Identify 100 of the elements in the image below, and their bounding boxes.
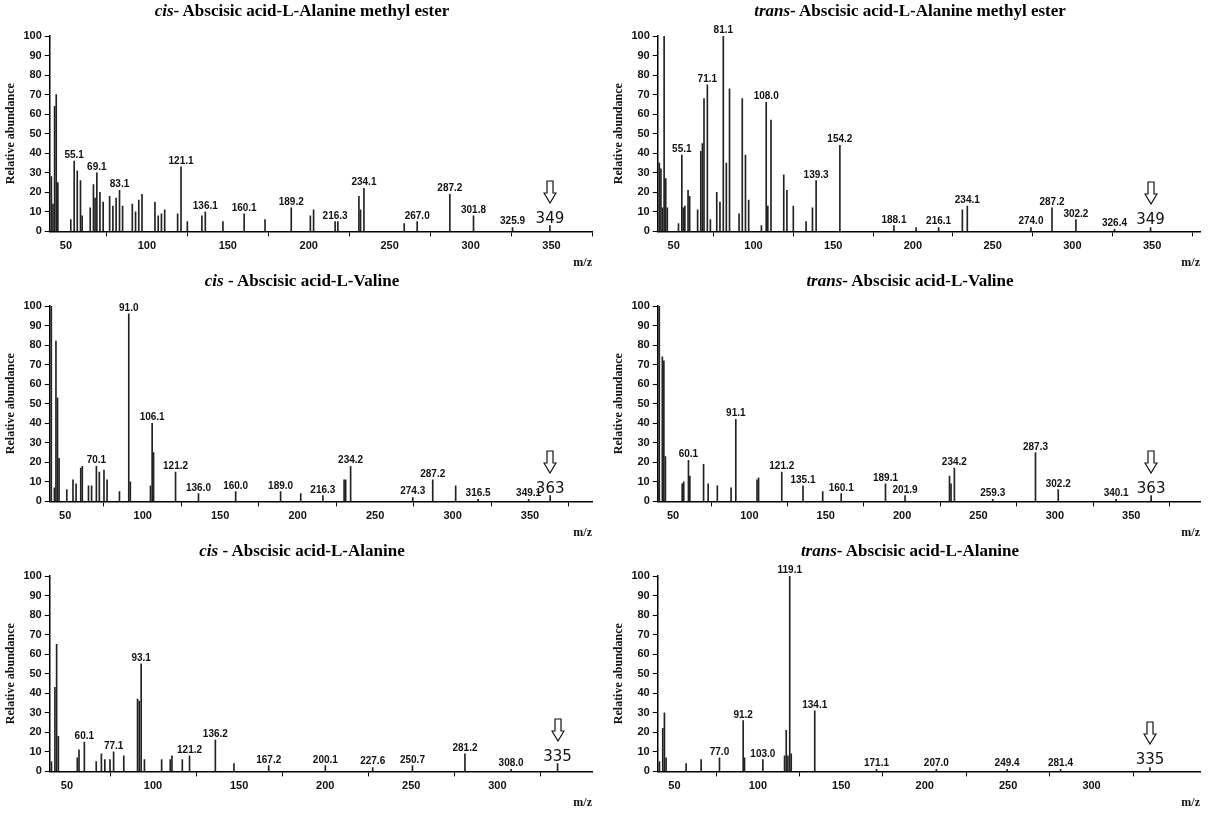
annotation: 121.2 [769,460,795,472]
annotation: 249.4 [994,757,1021,769]
y-tick-label: 50 [637,126,650,139]
chart-title: trans- Abscisic acid-L-Alanine methyl ester [753,0,1067,22]
annotation: 70.1 [86,454,107,466]
annotation: 335 [1135,750,1165,769]
y-tick-label: 100 [23,299,42,312]
annotation: 302.2 [1045,477,1072,489]
x-tick-label: 350 [1142,239,1162,252]
x-tick-label: 50 [60,779,74,792]
y-axis-title: Relative abundance [611,82,626,185]
y-tick-label: 70 [637,627,650,640]
y-tick-label: 60 [637,107,650,120]
x-tick-label: 250 [983,239,1002,252]
y-tick-label: 70 [29,87,42,100]
annotation: 135.1 [790,473,816,485]
annotation: 121.2 [177,743,203,755]
y-tick-label: 80 [637,338,650,351]
annotation: 91.1 [726,407,746,419]
x-tick-label: 50 [668,779,681,792]
annotation: 234.2 [338,454,364,466]
annotation: 136.1 [192,199,219,211]
annotation: 71.1 [697,72,718,84]
y-tick-label: 30 [637,705,650,718]
y-tick-label: 20 [637,725,650,738]
annotation: 281.4 [1048,757,1074,769]
annotation: 274.0 [1018,215,1044,227]
y-tick-label: 20 [29,455,42,468]
annotation: 55.1 [64,149,85,161]
annotation: 363 [1136,478,1166,497]
y-axis-title: Relative abundance [611,622,626,725]
annotation: 259.3 [980,487,1006,499]
y-tick-label: 40 [637,686,650,699]
x-tick-label: 300 [1045,509,1065,522]
annotation: 119.1 [777,564,803,575]
x-tick-label: 250 [380,239,399,252]
annotation: 139.3 [803,168,830,180]
annotation: 250.7 [399,753,426,765]
annotation: 60.1 [74,730,95,742]
annotation: 340.1 [1103,487,1130,499]
annotation: 160.1 [231,201,258,213]
annotation: 121.1 [168,154,194,166]
y-tick-label: 40 [29,416,42,429]
annotation: 287.2 [1039,195,1065,207]
annotation: 154.2 [827,133,853,145]
y-tick-label: 10 [29,744,42,757]
y-tick-label: 0 [643,494,650,507]
y-tick-label: 70 [637,357,650,370]
y-tick-label: 60 [637,647,650,660]
x-tick-label: 350 [520,509,540,522]
y-tick-label: 70 [637,87,650,100]
annotation: 234.1 [954,194,981,205]
x-tick-label: 150 [229,779,249,792]
y-tick-label: 20 [637,455,650,468]
annotation: 335 [543,746,572,765]
annotation: 60.1 [678,448,699,460]
y-tick-label: 30 [29,435,42,448]
annotation: 349 [535,208,565,227]
y-tick-label: 80 [637,608,650,621]
annotation: 77.1 [103,739,124,751]
y-tick-label: 40 [637,146,650,159]
annotation: 287.2 [437,182,463,194]
x-axis-title: m/z [573,524,593,539]
annotation: 200.1 [312,753,339,765]
y-axis-title: Relative abundance [3,352,18,455]
x-tick-label: 300 [488,779,507,792]
x-tick-label: 300 [1063,239,1082,252]
annotation: 326.4 [1102,217,1128,229]
x-tick-label: 200 [288,509,307,522]
y-tick-label: 30 [29,165,42,178]
annotation: 287.3 [1022,440,1049,452]
y-tick-label: 50 [29,396,42,409]
x-tick-label: 150 [218,239,237,252]
x-tick-label: 50 [59,509,72,522]
y-tick-label: 100 [23,29,42,42]
y-tick-label: 60 [29,647,42,660]
annotation: 171.1 [863,757,890,769]
x-tick-label: 250 [402,779,421,792]
x-tick-label: 200 [903,239,923,252]
y-tick-label: 50 [29,126,42,139]
x-tick-label: 50 [666,509,680,522]
x-tick-label: 250 [365,509,385,522]
y-tick-label: 0 [643,224,650,237]
y-tick-label: 20 [29,185,42,198]
x-tick-label: 150 [816,509,835,522]
x-tick-label: 50 [59,239,73,252]
annotation: 81.1 [713,24,734,35]
x-tick-label: 150 [824,239,843,252]
chart-title: cis- Abscisic acid-L-Alanine methyl ester [153,0,451,22]
y-tick-label: 20 [637,185,650,198]
annotation: 301.8 [461,203,487,215]
annotation: 274.3 [400,485,426,497]
x-tick-label: 300 [443,509,462,522]
annotation: 55.1 [672,143,692,155]
x-axis-title: m/z [573,794,593,809]
x-tick-label: 250 [969,509,988,522]
y-tick-label: 80 [29,608,42,621]
y-tick-label: 50 [637,666,650,679]
annotation: 287.2 [420,467,446,479]
chart-title: cis - Abscisic acid-L-Valine [203,270,401,292]
